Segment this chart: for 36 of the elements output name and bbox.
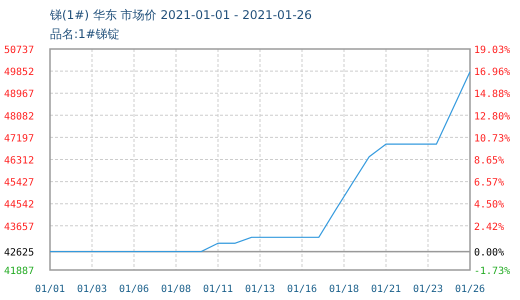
x-tick-label: 01/06 (118, 284, 150, 295)
x-tick-label: 01/03 (76, 284, 108, 295)
x-tick-label: 01/08 (160, 284, 192, 295)
x-tick-label: 01/13 (244, 284, 276, 295)
x-tick-label: 01/21 (370, 284, 402, 295)
y-tick-label: 43657 (4, 222, 34, 233)
line-series (49, 71, 471, 252)
y-tick-label: 49852 (4, 67, 34, 78)
y2-tick-label: 8.65% (474, 156, 504, 166)
y-tick-label: 44542 (4, 200, 34, 211)
chart-title: 锑(1#) 华东 市场价 2021-01-01 - 2021-01-26 (49, 8, 312, 22)
y2-tick-label: 10.73% (474, 133, 510, 144)
y-tick-label: 48082 (4, 111, 34, 122)
y2-tick-label: 6.57% (474, 178, 504, 189)
x-tick-label: 01/16 (286, 284, 318, 295)
y-tick-label: 50737 (4, 45, 34, 56)
y-tick-label: 46312 (4, 156, 34, 166)
x-tick-label: 01/23 (412, 284, 444, 295)
y2-tick-label: 14.88% (474, 89, 510, 100)
x-tick-label: 01/26 (454, 284, 486, 295)
y2-tick-label: 16.96% (474, 67, 510, 78)
y2-tick-label: 2.42% (474, 222, 504, 233)
y2-tick-label: 4.50% (474, 200, 504, 211)
y-tick-label: 41887 (4, 266, 34, 277)
y2-tick-label: 19.03% (474, 45, 510, 56)
y-tick-label: 45427 (4, 178, 34, 189)
y2-tick-label: 12.80% (474, 111, 510, 122)
y-tick-label: 48967 (4, 89, 34, 100)
x-tick-label: 01/11 (202, 284, 234, 295)
y2-tick-label: 0.00% (474, 248, 504, 259)
x-tick-label: 01/18 (328, 284, 360, 295)
y-tick-label: 42625 (4, 248, 34, 259)
y-tick-label: 47197 (4, 133, 34, 144)
y2-tick-label: -1.73% (474, 266, 510, 277)
x-tick-label: 01/01 (34, 284, 66, 295)
chart-subtitle: 品名:1#锑锭 (50, 27, 120, 41)
